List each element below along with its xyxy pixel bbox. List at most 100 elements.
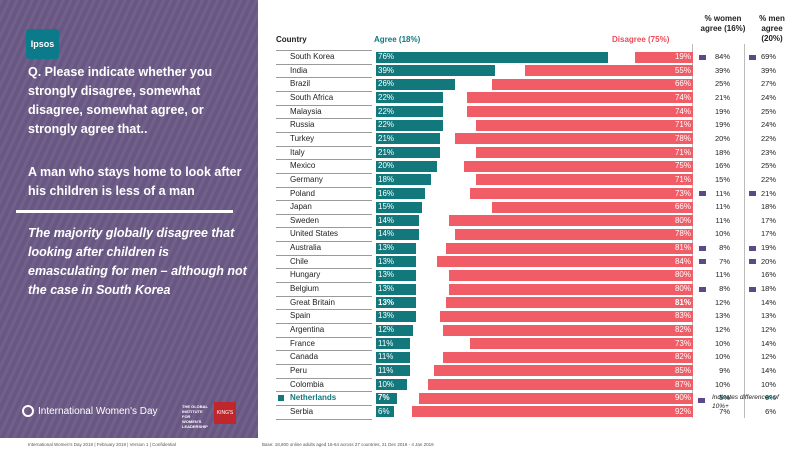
row-divider (276, 309, 372, 311)
iwd-label: International Women's Day (38, 405, 158, 417)
disagree-value-label: 87% (674, 379, 691, 389)
row-divider (276, 336, 372, 338)
men-agree-value: 17% (760, 215, 776, 225)
women-agree-value: 11% (715, 215, 730, 225)
country-label: United States (290, 229, 339, 239)
disagree-bar (433, 365, 693, 377)
women-agree-value: 11% (715, 188, 730, 198)
header-men-agree: % men agree (20%) (759, 14, 785, 43)
disagree-bar (449, 283, 693, 295)
row-divider (276, 213, 372, 215)
agree-bar (376, 147, 441, 159)
men-agree-value: 14% (760, 365, 776, 375)
agree-value-label: 11% (378, 352, 394, 362)
disagree-bar (449, 215, 693, 227)
women-agree-value: 13% (714, 311, 730, 321)
row-divider (276, 118, 372, 120)
disagree-bar (464, 160, 693, 172)
country-label: Spain (290, 311, 311, 321)
row-divider (276, 404, 372, 406)
disagree-value-label: 82% (674, 352, 691, 362)
disagree-value-label: 55% (674, 65, 691, 75)
women-agree-value: 11% (715, 202, 730, 212)
agree-value-label: 22% (378, 106, 395, 116)
women-agree-value: 10% (714, 379, 730, 389)
agree-value-label: 20% (378, 161, 395, 171)
disagree-bar (467, 106, 693, 118)
women-agree-value: 10% (714, 229, 730, 239)
footer-base: Base: 18,800 online adults aged 16-64 ac… (262, 442, 434, 447)
disagree-value-label: 84% (674, 256, 691, 266)
women-agree-value: 10% (714, 338, 730, 348)
country-label: Italy (290, 147, 305, 157)
disagree-value-label: 74% (674, 106, 691, 116)
disagree-value-label: 82% (674, 325, 691, 334)
disagree-bar (467, 92, 693, 104)
agree-bar (376, 242, 416, 254)
agree-bar (376, 297, 416, 309)
men-agree-value: 12% (760, 352, 776, 362)
disagree-value-label: 73% (674, 188, 691, 198)
men-agree-value: 12% (760, 325, 776, 334)
agree-bar (376, 106, 444, 118)
agree-value-label: 13% (378, 297, 395, 307)
country-label: Russia (290, 120, 315, 130)
agree-bar (376, 133, 441, 145)
disagree-bar (445, 242, 693, 254)
agree-bar (376, 92, 444, 104)
disagree-value-label: 71% (674, 147, 691, 157)
disagree-value-label: 75% (674, 161, 691, 171)
country-label: Japan (290, 202, 312, 212)
disagree-bar (455, 133, 693, 145)
women-agree-value: 15% (714, 174, 730, 184)
row-divider (276, 77, 372, 79)
disagree-value-label: 74% (674, 92, 691, 102)
agree-bar (376, 406, 395, 418)
men-agree-value: 6% (765, 406, 776, 416)
header-disagree: Disagree (75%) (612, 35, 670, 44)
disagree-bar (442, 351, 693, 363)
disagree-value-label: 71% (674, 120, 691, 130)
women-agree-value: 16% (714, 161, 730, 171)
women-agree-value: 25% (714, 79, 730, 89)
men-agree-value: 25% (760, 161, 776, 171)
agree-value-label: 21% (378, 147, 395, 157)
row-divider (276, 377, 372, 379)
men-agree-value: 14% (760, 297, 776, 307)
disagree-bar (476, 174, 693, 186)
disagree-bar (476, 147, 693, 159)
country-label: Hungary (290, 270, 321, 280)
men-agree-value: 9% (765, 393, 776, 403)
summary-text: The majority globally disagree that look… (28, 226, 247, 297)
disagree-bar (449, 269, 693, 281)
country-label: Australia (290, 243, 322, 253)
agree-value-label: 14% (378, 215, 395, 225)
disagree-value-label: 80% (674, 284, 691, 294)
agree-bar (376, 283, 416, 295)
agree-bar (376, 228, 419, 240)
country-label: Colombia (290, 379, 324, 389)
agree-value-label: 13% (378, 243, 395, 253)
men-agree-value: 24% (760, 92, 776, 102)
disagree-bar (442, 324, 693, 336)
women-agree-value: 9% (719, 365, 730, 375)
country-label: Netherlands (277, 393, 337, 403)
agree-bar (376, 201, 422, 213)
women-agree-value: 10% (714, 352, 730, 362)
agree-bar (376, 256, 416, 268)
disagree-value-label: 92% (674, 406, 691, 416)
agree-value-label: 13% (378, 284, 395, 294)
row-divider (276, 63, 372, 65)
disagree-bar (470, 338, 693, 350)
country-label: South Korea (290, 52, 335, 61)
row-divider (276, 363, 372, 365)
disagree-bar (455, 228, 693, 240)
header-agree: Agree (18%) (374, 35, 421, 44)
disagree-value-label: 71% (674, 174, 691, 184)
women-agree-value: 11% (715, 270, 730, 280)
country-label: Serbia (290, 406, 314, 416)
iwd-logo: International Women's Day (22, 405, 158, 417)
kings-college-logo: KING'S (214, 402, 236, 424)
footer-left: International Women's Day 2019 | Februar… (28, 442, 176, 447)
agree-bar (376, 188, 425, 199)
